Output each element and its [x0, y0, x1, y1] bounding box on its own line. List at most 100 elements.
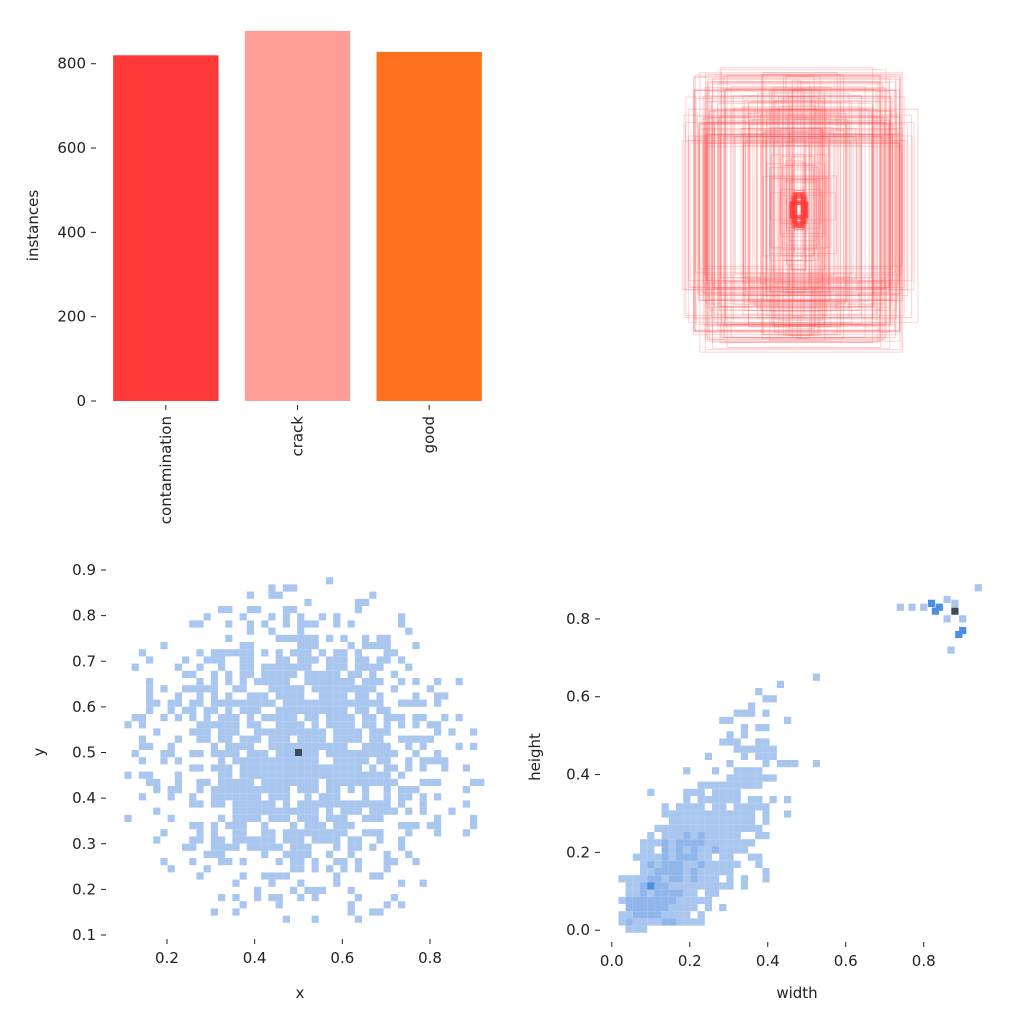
hist-cell [369, 814, 377, 822]
hist-cell [297, 858, 305, 866]
hist-cell [405, 764, 413, 772]
hist-cell [282, 685, 290, 693]
hist-cell [697, 781, 705, 789]
hist-cell [405, 663, 413, 671]
hist-cell [769, 695, 777, 703]
hist-cell [304, 620, 312, 628]
hist-cell [268, 829, 276, 837]
hist-cell [697, 796, 705, 804]
hist-cell [304, 850, 312, 858]
hist-cell [196, 764, 204, 772]
hist-cell [690, 846, 698, 854]
box-outline [742, 133, 863, 296]
box-outline [719, 133, 874, 296]
hist-cell [261, 699, 269, 707]
hist-cell [304, 642, 312, 650]
hist-cell [347, 750, 355, 758]
hist-cell [218, 800, 226, 808]
hist-cell [733, 817, 741, 825]
hist-cell [654, 918, 662, 926]
box-outline [782, 75, 815, 336]
hist-cell [654, 868, 662, 876]
hist-cell [712, 803, 720, 811]
hist-cell [333, 879, 341, 887]
hist-cell [275, 670, 283, 678]
hist-cell [311, 678, 319, 686]
hist-cell [748, 853, 756, 861]
hist-cell [297, 778, 305, 786]
hist-cell [196, 663, 204, 671]
hist-cell [390, 685, 398, 693]
hist-cell [762, 774, 770, 782]
hist-cell [174, 663, 182, 671]
hist-cell [719, 781, 727, 789]
hist-cell [376, 800, 384, 808]
hist-cell [755, 745, 763, 753]
box-outline [710, 96, 891, 325]
y-tick-label: 0.6 [72, 698, 96, 716]
hist-cell [131, 714, 139, 722]
hist-cell [318, 706, 326, 714]
hist-cell [268, 663, 276, 671]
box-outline [734, 135, 855, 274]
hist-cell [225, 670, 233, 678]
hist-cell [347, 678, 355, 686]
hist-cell [239, 836, 247, 844]
hist-cell [268, 764, 276, 772]
hist-cell [124, 771, 132, 779]
box-outline [765, 109, 827, 316]
box-outline [762, 72, 838, 335]
hist-cell [282, 584, 290, 592]
hist-cell [654, 896, 662, 904]
hist-cell [632, 882, 640, 890]
hist-cell [405, 786, 413, 794]
hist-cell [441, 764, 449, 772]
hist-cell [354, 706, 362, 714]
hist-cell [412, 678, 420, 686]
hist-cell [762, 832, 770, 840]
hist-cell [683, 839, 691, 847]
hist-cell [282, 721, 290, 729]
box-outline [698, 128, 899, 301]
box-outline [776, 108, 817, 309]
hist-cell [726, 810, 734, 818]
hist-cell [369, 872, 377, 880]
hist-cell [268, 678, 276, 686]
hist-cell [354, 771, 362, 779]
hist-cell [290, 634, 298, 642]
x-axis-title: x [296, 984, 305, 1002]
hist-cell [676, 832, 684, 840]
hist-cell [196, 620, 204, 628]
hist-cell [196, 786, 204, 794]
hist-cell [225, 606, 233, 614]
hist-cell [412, 750, 420, 758]
hist-cell [275, 872, 283, 880]
hist-cell [647, 839, 655, 847]
hist-cell [383, 793, 391, 801]
hist-cell [311, 728, 319, 736]
hist-peak-cell [295, 749, 302, 756]
hist-cell [333, 814, 341, 822]
hist-cell [210, 678, 218, 686]
hist-cell [733, 788, 741, 796]
hist-cell [383, 642, 391, 650]
hist-cell [153, 807, 161, 815]
hist-cell [153, 699, 161, 707]
hist-cell [318, 735, 326, 743]
y-tick-label: 0.3 [72, 835, 96, 853]
x-tick-label: 0.4 [756, 952, 780, 970]
hist-cell [297, 649, 305, 657]
hist-cell [354, 843, 362, 851]
hist-cell [654, 839, 662, 847]
hist-cell [290, 649, 298, 657]
hist-cell [167, 699, 175, 707]
hist-cell [290, 858, 298, 866]
x-tick-label: 0.2 [155, 949, 179, 967]
hist-cell [340, 858, 348, 866]
hist-cell [719, 716, 727, 724]
hist-cell [153, 836, 161, 844]
hist-cell [254, 606, 262, 614]
hist-cell [225, 620, 233, 628]
hist-cell [347, 778, 355, 786]
hist-cell [210, 793, 218, 801]
